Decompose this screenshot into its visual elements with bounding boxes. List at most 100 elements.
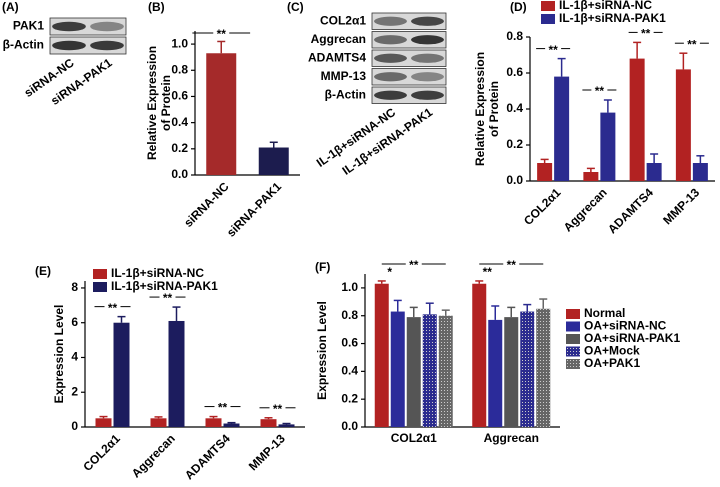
legend-label: OA+PAK1: [584, 356, 640, 370]
y-tick-label: 0.0: [341, 419, 358, 433]
y-axis-label: Relative Expression: [473, 52, 487, 166]
y-tick-label: 0.0: [506, 173, 523, 187]
panel-label: (C): [287, 0, 304, 14]
legend-swatch: [566, 309, 580, 319]
blot-band: [411, 72, 444, 82]
blot-row-label: Aggrecan: [311, 32, 366, 46]
bar: [260, 419, 277, 427]
y-tick-label: 0.2: [341, 391, 358, 405]
blot-band: [374, 16, 407, 26]
bar: [504, 317, 519, 427]
y-tick-label: 4: [71, 350, 78, 364]
bar: [206, 53, 237, 175]
y-tick-label: 6: [71, 315, 78, 329]
blot-row-label: COL2α1: [320, 13, 366, 27]
sig-annotation: **: [273, 402, 283, 416]
legend-swatch: [93, 269, 107, 279]
blot-band: [411, 35, 444, 45]
sig-annotation: **: [595, 84, 605, 98]
bar: [629, 58, 645, 181]
bar: [438, 315, 453, 427]
sig-annotation: **: [548, 43, 558, 57]
x-tick-label: siRNA-PAK1: [224, 179, 284, 239]
y-tick-label: 0.2: [506, 137, 523, 151]
y-axis-label: of Protein: [159, 75, 173, 131]
x-tick-label: COL2α1: [521, 185, 564, 228]
bar: [113, 322, 130, 427]
y-tick-label: 0.6: [506, 65, 523, 79]
panel-label: (B): [148, 0, 165, 14]
x-tick-label: MMP-13: [660, 185, 702, 227]
y-axis-label: Expression Level: [52, 305, 66, 404]
blot-row-label: ADAMTS4: [308, 50, 366, 64]
legend-label: IL-1β+siRNA-NC: [559, 0, 652, 12]
y-tick-label: 0.4: [506, 101, 523, 115]
blot-band: [52, 40, 86, 51]
legend-label: Normal: [584, 306, 625, 320]
bar: [583, 172, 599, 181]
legend-label: IL-1β+siRNA-NC: [111, 266, 204, 280]
panel-label: (D): [510, 0, 527, 14]
bar: [205, 418, 222, 427]
blot-row-label: MMP-13: [321, 69, 367, 83]
blot-band: [374, 35, 407, 45]
blot-band: [411, 90, 444, 100]
x-tick-label: siRNA-NC: [181, 179, 232, 230]
bar: [536, 308, 551, 427]
bar: [422, 314, 437, 427]
blot-band: [374, 72, 407, 82]
y-tick-label: 0.0: [171, 167, 188, 181]
panel-label: (A): [2, 0, 19, 14]
y-tick-label: 0.4: [341, 364, 358, 378]
y-tick-label: 0.6: [341, 336, 358, 350]
legend-label: IL-1β+siRNA-PAK1: [559, 11, 666, 25]
bar: [537, 163, 553, 181]
blot-band: [411, 16, 444, 26]
bar: [258, 147, 289, 175]
legend-label: OA+Mock: [584, 344, 640, 358]
panel-label: (F): [315, 260, 330, 274]
bar: [390, 311, 405, 427]
x-tick-label: COL2α1: [391, 431, 437, 445]
sig-annotation: **: [483, 265, 493, 279]
y-axis-label: Expression Level: [315, 301, 329, 400]
legend-swatch: [541, 14, 555, 24]
bar: [554, 76, 570, 181]
bar: [278, 424, 295, 427]
y-tick-label: 0.8: [171, 62, 188, 76]
legend-swatch: [566, 346, 580, 357]
y-tick-label: 0.8: [506, 29, 523, 43]
blot-band: [374, 90, 407, 100]
blot-band: [411, 53, 444, 63]
bar: [223, 423, 240, 427]
y-axis-label: Relative Expression: [145, 46, 159, 160]
legend-label: OA+siRNA-PAK1: [584, 331, 680, 345]
x-tick-label: Aggrecan: [484, 431, 539, 445]
legend-swatch: [566, 334, 580, 344]
y-tick-label: 1.0: [171, 36, 188, 50]
panel-label: (E): [35, 264, 51, 278]
legend-swatch: [566, 359, 580, 369]
y-tick-label: 8: [71, 280, 78, 294]
sig-annotation: *: [387, 265, 392, 279]
x-tick-label: ADAMTS4: [605, 185, 656, 236]
y-tick-label: 2: [71, 384, 78, 398]
y-axis-label: of Protein: [487, 81, 501, 137]
bar: [520, 311, 535, 427]
sig-annotation: **: [641, 27, 651, 41]
y-tick-label: 0.2: [171, 141, 188, 155]
sig-annotation: **: [218, 401, 228, 415]
legend-label: IL-1β+siRNA-PAK1: [111, 279, 218, 293]
y-tick-label: 0.8: [341, 308, 358, 322]
blot-row-label: β-Actin: [325, 87, 366, 101]
blot-row-label: PAK1: [13, 19, 44, 33]
legend-swatch: [93, 282, 107, 292]
sig-annotation: **: [163, 291, 173, 305]
sig-annotation: **: [507, 258, 517, 272]
bar: [600, 112, 616, 181]
y-tick-label: 0.6: [171, 89, 188, 103]
bar: [692, 163, 708, 181]
x-tick-label: Aggrecan: [561, 185, 610, 234]
bar: [472, 283, 487, 427]
